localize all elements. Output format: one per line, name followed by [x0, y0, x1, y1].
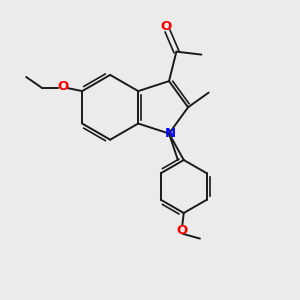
- Text: O: O: [160, 20, 172, 33]
- Text: O: O: [177, 224, 188, 237]
- Text: N: N: [165, 127, 176, 140]
- Text: O: O: [57, 80, 69, 93]
